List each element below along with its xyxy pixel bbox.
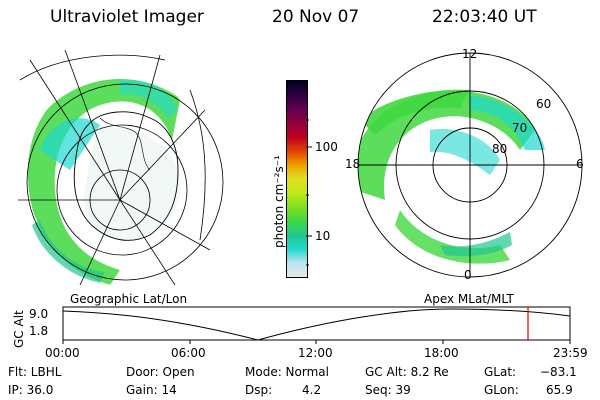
left-aurora bbox=[27, 79, 181, 285]
continent-outline bbox=[73, 111, 179, 241]
alt-xtick-4: 23:59 bbox=[553, 346, 588, 360]
gain-info: Gain: 14 bbox=[126, 383, 177, 397]
glat-value: −83.1 bbox=[540, 365, 577, 379]
lat-label-70: 70 bbox=[512, 121, 528, 135]
left-graticule bbox=[18, 49, 224, 286]
right-panel-caption: Apex MLat/MLT bbox=[424, 292, 514, 306]
ip-info: IP: 36.0 bbox=[8, 383, 54, 397]
glon-label: GLon: bbox=[484, 383, 519, 397]
seq-info: Seq: 39 bbox=[365, 383, 411, 397]
alt-xtick-0: 00:00 bbox=[45, 346, 80, 360]
alt-ytick-high: 9.0 bbox=[29, 307, 49, 321]
left-panel-caption: Geographic Lat/Lon bbox=[70, 292, 188, 306]
dsp-label: Dsp: bbox=[245, 383, 273, 397]
right-aurora bbox=[358, 89, 545, 264]
time-label: 22:03:40 UT bbox=[432, 7, 537, 27]
instrument-title: Ultraviolet Imager bbox=[50, 7, 204, 27]
colorbar bbox=[286, 80, 308, 278]
gc-alt-info: GC Alt: 8.2 Re bbox=[365, 365, 449, 379]
mode-info: Mode: Normal bbox=[245, 365, 329, 379]
right-grid bbox=[357, 52, 583, 278]
date-label: 20 Nov 07 bbox=[272, 7, 360, 27]
mlt-label-12: 12 bbox=[462, 47, 478, 61]
alt-xtick-3: 18:00 bbox=[424, 346, 459, 360]
flt-info: Flt: LBHL bbox=[8, 365, 62, 379]
colorbar-tick-10: 10 bbox=[315, 229, 331, 243]
alt-ytick-low: 1.8 bbox=[29, 324, 49, 338]
dsp-value: 4.2 bbox=[302, 383, 322, 397]
lat-label-80: 80 bbox=[492, 142, 508, 156]
glon-value: 65.9 bbox=[546, 383, 573, 397]
alt-xtick-1: 06:00 bbox=[171, 346, 206, 360]
door-info: Door: Open bbox=[126, 365, 195, 379]
alt-xtick-2: 12:00 bbox=[298, 346, 333, 360]
glat-label: GLat: bbox=[484, 365, 517, 379]
colorbar-tick-100: 100 bbox=[315, 140, 338, 154]
altitude-curve bbox=[62, 308, 571, 341]
lat-label-60: 60 bbox=[536, 97, 552, 111]
mlt-label-0: 0 bbox=[464, 268, 472, 282]
mlt-label-6: 6 bbox=[576, 157, 584, 171]
mlt-label-18: 18 bbox=[345, 157, 361, 171]
